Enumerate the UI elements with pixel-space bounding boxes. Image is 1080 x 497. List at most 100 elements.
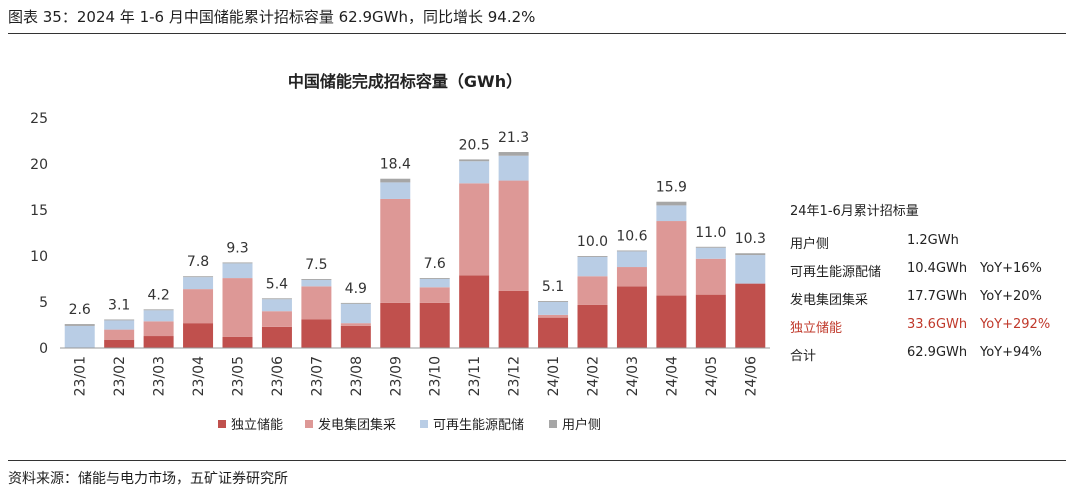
- total-label: 5.1: [542, 279, 564, 295]
- bar-segment: [104, 320, 135, 330]
- summary-label: 可再生能源配储: [790, 265, 882, 280]
- bar-segment: [183, 323, 214, 348]
- bar-segment: [261, 299, 292, 312]
- total-label: 4.9: [345, 281, 367, 297]
- bar-segment: [340, 303, 371, 324]
- x-tick-label: 23/04: [191, 356, 207, 396]
- x-tick-label: 24/06: [743, 356, 759, 396]
- legend-item-fadian: 发电集团集采: [305, 414, 396, 433]
- legend-swatch: [218, 420, 226, 428]
- summary-yoy: YoY+94%: [980, 345, 1042, 360]
- total-label: 9.3: [226, 240, 248, 256]
- total-label: 2.6: [69, 302, 91, 318]
- source-note: 资料来源：储能与电力市场，五矿证券研究所: [8, 471, 288, 487]
- bar-segment: [695, 246, 726, 248]
- bar-segment: [222, 262, 253, 264]
- y-tick-label: 5: [39, 295, 48, 311]
- bar-segment: [419, 302, 450, 348]
- bar-segment: [222, 263, 253, 279]
- legend-swatch: [305, 420, 313, 428]
- bar-segment: [143, 336, 174, 348]
- x-tick-label: 23/11: [467, 356, 483, 396]
- bar-segment: [143, 310, 174, 322]
- y-tick-label: 15: [30, 203, 48, 219]
- total-label: 11.0: [695, 225, 726, 241]
- bar-segment: [538, 301, 569, 302]
- x-tick-label: 23/05: [231, 356, 247, 396]
- bar-segment: [695, 294, 726, 348]
- total-label: 15.9: [656, 180, 687, 196]
- total-label: 5.4: [266, 276, 288, 292]
- header-divider: [8, 33, 1066, 34]
- bar-segment: [498, 152, 529, 156]
- bar-segment: [459, 159, 490, 162]
- bar-segment: [538, 302, 569, 315]
- bar-segment: [656, 221, 687, 296]
- total-label: 4.2: [147, 287, 169, 303]
- bar-segment: [459, 275, 490, 348]
- bar-segment: [419, 287, 450, 303]
- bar-segment: [301, 279, 332, 280]
- legend-swatch: [549, 420, 557, 428]
- y-tick-label: 25: [30, 111, 48, 127]
- chart-title: 中国储能完成招标容量（GWh）: [287, 72, 523, 91]
- footer-divider: [8, 460, 1066, 461]
- bar-segment: [695, 247, 726, 259]
- total-label: 7.8: [187, 254, 209, 270]
- bar-segment: [104, 329, 135, 340]
- summary-yoy: YoY+20%: [980, 289, 1042, 304]
- bar-segment: [459, 183, 490, 276]
- bar-segment: [380, 182, 411, 199]
- bar-segment: [498, 290, 529, 348]
- bar-segment: [459, 161, 490, 184]
- legend-item-duli: 独立储能: [218, 414, 283, 433]
- legend-swatch: [420, 420, 428, 428]
- bar-segment: [64, 325, 95, 348]
- bar-segment: [656, 295, 687, 348]
- bar-segment: [419, 279, 450, 288]
- bar-segment: [616, 251, 647, 268]
- bar-segment: [143, 309, 174, 311]
- x-tick-label: 23/02: [112, 356, 128, 396]
- legend-label: 可再生能源配储: [433, 418, 525, 433]
- bar-segment: [616, 267, 647, 287]
- bar-segment: [656, 201, 687, 206]
- total-label: 3.1: [108, 297, 130, 313]
- bar-segment: [656, 205, 687, 222]
- bar-segment: [222, 336, 253, 348]
- bar-segment: [380, 198, 411, 303]
- total-label: 10.3: [735, 231, 766, 247]
- summary-yoy: YoY+16%: [980, 261, 1042, 276]
- summary-value: 10.4GWh: [907, 261, 968, 276]
- summary-yoy: YoY+292%: [980, 317, 1051, 332]
- legend-item-kezaisheng: 可再生能源配储: [420, 414, 524, 433]
- bar-segment: [498, 155, 529, 181]
- x-tick-label: 23/01: [73, 356, 89, 396]
- legend-label: 独立储能: [231, 418, 284, 433]
- bar-segment: [577, 276, 608, 305]
- bar-segment: [261, 311, 292, 327]
- x-tick-label: 23/08: [349, 356, 365, 396]
- x-tick-label: 23/06: [270, 356, 286, 396]
- bar-segment: [538, 314, 569, 318]
- x-tick-label: 23/09: [388, 356, 404, 396]
- bar-segment: [380, 302, 411, 348]
- bar-segment: [498, 180, 529, 291]
- summary-label: 发电集团集采: [790, 293, 869, 308]
- bar-segment: [735, 253, 766, 256]
- summary-label: 用户侧: [790, 237, 830, 252]
- bar-segment: [183, 289, 214, 324]
- total-label: 20.5: [459, 137, 490, 153]
- bar-segment: [340, 325, 371, 348]
- x-tick-label: 24/05: [704, 356, 720, 396]
- total-label: 10.6: [616, 228, 647, 244]
- summary-label: 独立储能: [790, 321, 843, 336]
- x-tick-label: 23/12: [507, 356, 523, 396]
- y-tick-label: 0: [39, 341, 48, 357]
- bar-segment: [616, 250, 647, 252]
- legend-label: 发电集团集采: [318, 418, 397, 433]
- bar-segment: [104, 339, 135, 348]
- bar-segment: [301, 319, 332, 348]
- summary-value: 62.9GWh: [907, 345, 968, 360]
